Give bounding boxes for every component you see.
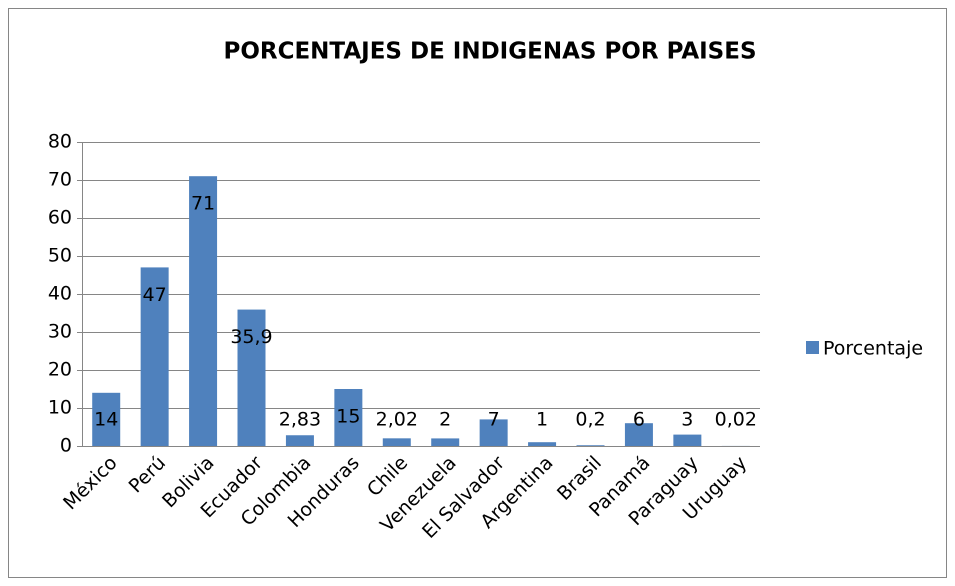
data-label: 2 [439,409,451,431]
bar [576,445,605,446]
y-tick-label: 40 [48,283,72,305]
data-label: 35,9 [230,326,272,348]
chart-title: PORCENTAJES DE INDIGENAS POR PAISES [223,39,756,65]
y-tick-label: 30 [48,321,72,343]
data-label: 2,02 [376,409,418,431]
data-label: 2,83 [279,409,321,431]
bar [624,423,653,446]
data-label: 15 [336,406,360,428]
data-label: 0,2 [575,409,605,431]
y-tick-label: 10 [48,397,72,419]
data-label: 1 [536,409,548,431]
bar [673,434,702,446]
data-label: 7 [488,409,500,431]
bar [528,442,557,446]
legend-swatch [806,341,819,354]
data-label: 3 [681,409,693,431]
bar [382,438,411,446]
data-label: 47 [143,284,167,306]
data-label: 6 [633,409,645,431]
bar [92,392,121,446]
bar [189,176,218,446]
y-tick-label: 20 [48,359,72,381]
data-label: 71 [191,193,215,215]
bar [334,389,363,446]
y-tick-label: 70 [48,169,72,191]
bar [285,435,314,446]
bar [479,419,508,446]
legend-label: Porcentaje [823,338,923,360]
data-label: 0,02 [715,409,757,431]
data-label: 14 [94,409,118,431]
bar [431,438,460,446]
y-tick-label: 80 [48,131,72,153]
y-tick-label: 0 [60,435,72,457]
y-tick-label: 50 [48,245,72,267]
bar [237,309,266,446]
y-tick-label: 60 [48,207,72,229]
bar [140,267,169,446]
